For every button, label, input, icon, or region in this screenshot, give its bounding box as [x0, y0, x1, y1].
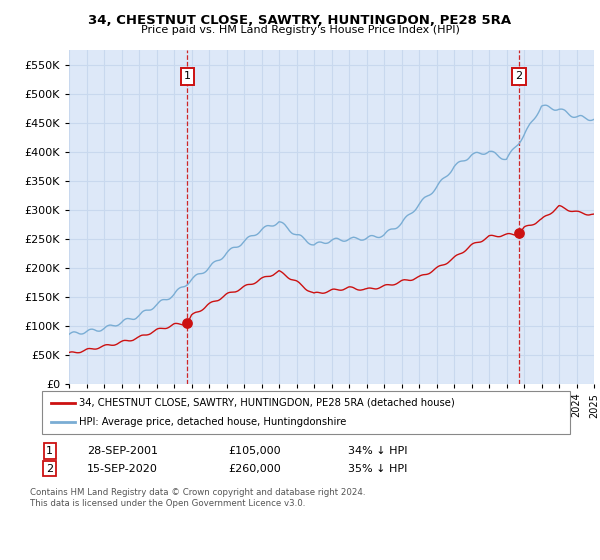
Text: 34, CHESTNUT CLOSE, SAWTRY, HUNTINGDON, PE28 5RA: 34, CHESTNUT CLOSE, SAWTRY, HUNTINGDON, … [88, 14, 512, 27]
Text: 2: 2 [515, 72, 523, 81]
Point [514, 228, 524, 237]
Text: 28-SEP-2001: 28-SEP-2001 [87, 446, 158, 456]
Text: 35% ↓ HPI: 35% ↓ HPI [348, 464, 407, 474]
Text: 34% ↓ HPI: 34% ↓ HPI [348, 446, 407, 456]
Text: Contains HM Land Registry data © Crown copyright and database right 2024.
This d: Contains HM Land Registry data © Crown c… [30, 488, 365, 508]
Text: 2: 2 [46, 464, 53, 474]
Point [182, 318, 192, 327]
Text: HPI: Average price, detached house, Huntingdonshire: HPI: Average price, detached house, Hunt… [79, 417, 347, 427]
Text: £260,000: £260,000 [228, 464, 281, 474]
Text: 15-SEP-2020: 15-SEP-2020 [87, 464, 158, 474]
Text: £105,000: £105,000 [228, 446, 281, 456]
Text: 1: 1 [184, 72, 191, 81]
Text: 34, CHESTNUT CLOSE, SAWTRY, HUNTINGDON, PE28 5RA (detached house): 34, CHESTNUT CLOSE, SAWTRY, HUNTINGDON, … [79, 398, 455, 408]
Text: Price paid vs. HM Land Registry's House Price Index (HPI): Price paid vs. HM Land Registry's House … [140, 25, 460, 35]
Text: 1: 1 [46, 446, 53, 456]
